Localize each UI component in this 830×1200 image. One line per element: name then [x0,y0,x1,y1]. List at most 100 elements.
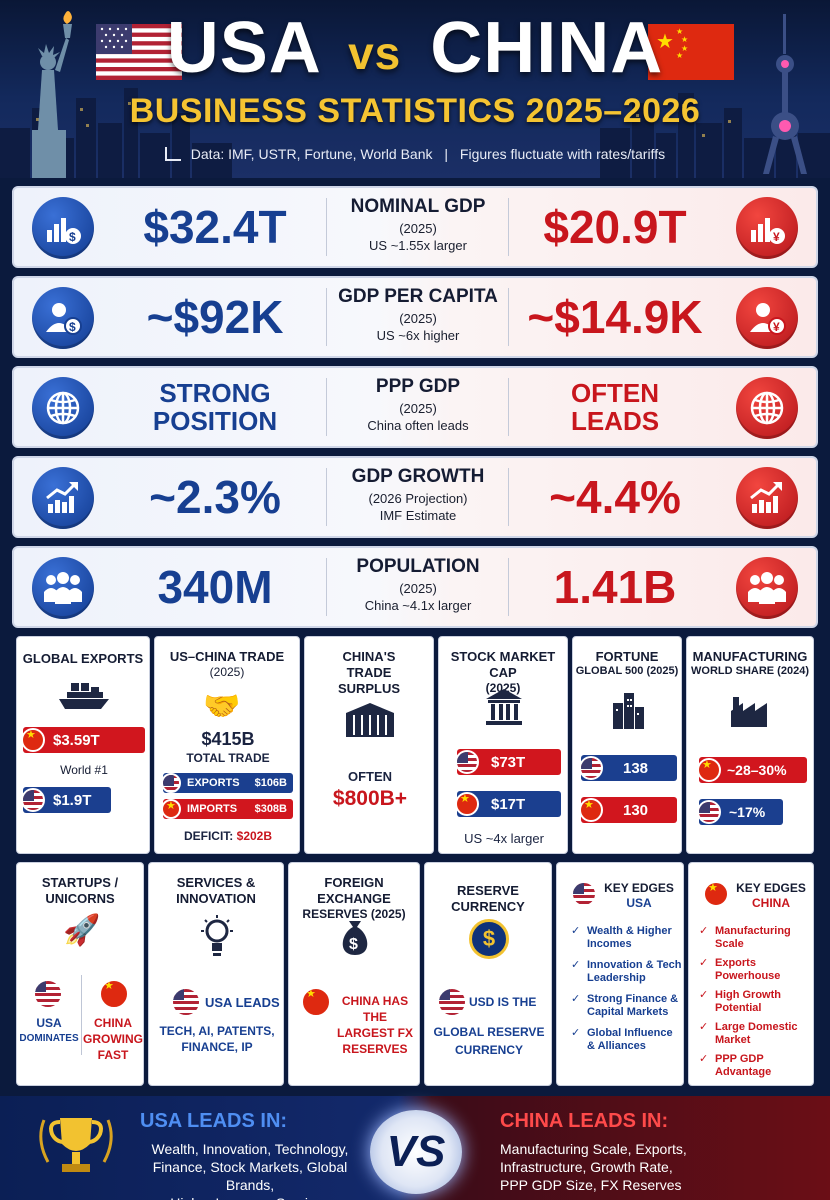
footer-line: Wealth, Innovation, Technology, [151,1141,349,1157]
people-icon [32,557,94,619]
trophy-icon [39,1118,113,1172]
stock-china-value: $17T [491,795,526,813]
stat-period: (2025) [399,401,437,416]
china-leads-title: CHINA LEADS IN: [500,1110,669,1132]
startups-china-line: FAST [97,1048,129,1062]
trade-exports-value: $106B [254,777,287,789]
title-china: CHINA [430,8,664,88]
deficit-label: DEFICIT: [183,829,234,843]
currency-line: USD IS THE [469,995,537,1009]
divider [508,378,509,436]
edges-title: KEY EDGES [604,881,674,895]
manufacturing-china-value: ~28–30% [727,762,787,778]
trade-imports-value: $308B [254,803,287,815]
usa-stat-value: $32.4T [143,201,287,253]
divider [508,468,509,526]
people-icon [736,557,798,619]
services-detail-line: TECH, AI, PATENTS, [159,1024,275,1038]
svg-text:$: $ [69,230,76,244]
factory-icon [731,697,767,727]
usa-flag-icon [455,750,479,774]
startups-china-text: CHINA GROWING FAST [83,1015,143,1063]
card-title: FOREIGN EXCHANGE [317,875,391,906]
stat-label-block: NOMINAL GDP (2025) US ~1.55x larger [328,196,508,253]
stock-market-card: STOCK MARKET CAP (2025) $73T $17T US ~4x… [438,636,568,854]
stat-label: NOMINAL GDP [350,196,486,217]
stats-grid-row-2: STARTUPS / UNICORNS 🚀 USA DOMINATES CHINA… [16,862,814,1086]
edges-usa-heading: KEY EDGES USA [599,881,679,911]
chart-dollar-icon: $ [32,197,94,259]
usa-flag-icon [21,788,45,812]
edge-item: Large Domestic Market [699,1021,813,1047]
stat-label: PPP GDP [375,376,461,397]
usa-stat-value: STRONG POSITION [152,378,278,436]
trade-imports-pill: IMPORTS $308B [161,799,293,819]
svg-text:★: ★ [681,44,688,53]
divider [508,558,509,616]
globe-icon [736,377,798,439]
china-stat-value: ~4.4% [549,471,681,523]
svg-text:★: ★ [676,27,683,36]
china-flag-icon [301,987,331,1017]
startups-china-line: CHINA [94,1016,132,1030]
stat-row: $ ~$92K GDP PER CAPITA (2025) US ~6x hig… [12,276,818,358]
stat-label-block: POPULATION (2025) China ~4.1x larger [328,556,508,613]
divider [326,288,327,346]
card-subtitle: WORLD SHARE (2024) [691,665,809,677]
edges-china-heading: KEY EDGES CHINA [731,881,811,911]
stat-row: $ $32.4T NOMINAL GDP (2025) US ~1.55x la… [12,186,818,268]
card-subtitle: RESERVES (2025) [302,907,406,921]
manufacturing-card: MANUFACTURING WORLD SHARE (2024) ~28–30%… [686,636,814,854]
person-yen-icon: ¥ [736,287,798,349]
usa-flag-icon [96,24,182,80]
sources-line: Data: IMF, USTR, Fortune, World Bank | F… [0,146,830,162]
trade-deficit: DEFICIT: $202B [155,829,301,843]
china-flag-icon [99,979,129,1009]
svg-text:¥: ¥ [773,320,780,334]
rocket-icon: 🚀 [63,914,101,947]
usa-stat-value: ~2.3% [149,471,281,523]
currency-text: GLOBAL RESERVE CURRENCY [425,1023,553,1059]
china-flag-icon: ★ ★ ★ ★ ★ [648,24,734,80]
reserve-currency-card: RESERVE CURRENCY $ USD IS THE GLOBAL RES… [424,862,552,1086]
stock-usa-pill: $73T [455,749,561,775]
footer-line: PPP GDP Size, FX Reserves [500,1177,682,1193]
services-detail: TECH, AI, PATENTS, FINANCE, IP [149,1023,285,1055]
usa-stat-value: ~$92K [146,291,284,343]
stat-label: POPULATION [356,556,480,577]
china-leads-list: Manufacturing Scale, Exports, Infrastruct… [500,1140,740,1194]
svg-text:$: $ [349,936,358,953]
fx-reserves-card: FOREIGN EXCHANGE RESERVES (2025) $ CHINA… [288,862,420,1086]
edges-china-list: Manufacturing Scale Exports Powerhouse Hig… [699,925,813,1085]
usa-flag-icon [33,979,63,1009]
startups-card: STARTUPS / UNICORNS 🚀 USA DOMINATES CHINA… [16,862,144,1086]
footer-line: Higher Incomes, Services [130,1194,370,1200]
vs-badge: VS [370,1110,462,1194]
footer-line: Finance, Stock Markets, Global Brands, [152,1159,348,1193]
edge-item: Exports Powerhouse [699,957,813,983]
trade-exports-label: EXPORTS [187,777,240,789]
fx-line: RESERVES [342,1042,408,1056]
startups-usa-line: DOMINATES [19,1033,79,1044]
stat-period: (2025) [399,581,437,596]
fortune-china-pill: 130 [579,797,677,823]
svg-text:★: ★ [656,31,674,53]
dollar-coin-icon: $ [469,919,509,959]
startups-usa-line: USA [36,1016,62,1030]
handshake-icon: 🤝 [203,690,241,723]
stock-china-pill: $17T [455,791,561,817]
divider [326,468,327,526]
usa-stat-value: 340M [157,561,273,613]
fortune-usa-value: 138 [623,759,649,777]
divider [326,198,327,256]
header-banner: ★ ★ ★ ★ ★ USA vs CHINA BUSINESS STATISTI… [0,0,830,178]
usa-flag-icon [171,987,201,1017]
global-exports-card: GLOBAL EXPORTS $3.59T World #1 $1.9T [16,636,150,854]
office-buildings-icon [613,693,644,729]
vs-text: VS [386,1127,446,1176]
card-title: CHINA'S TRADE SURPLUS [337,649,401,696]
currency-line: GLOBAL RESERVE [433,1025,545,1039]
trade-total-value: $415B [201,729,255,749]
